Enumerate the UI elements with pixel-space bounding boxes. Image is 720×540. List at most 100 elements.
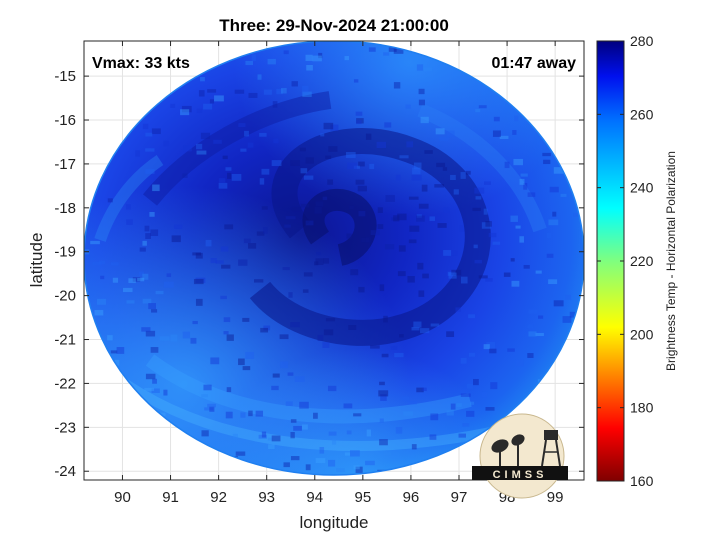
texture-cell — [379, 418, 384, 423]
texture-cell — [485, 221, 492, 227]
colorbar-tick-label: 240 — [630, 180, 654, 196]
texture-cell — [379, 439, 388, 446]
texture-cell — [365, 460, 375, 466]
texture-cell — [528, 309, 538, 314]
texture-cell — [488, 232, 497, 238]
texture-cell — [248, 243, 257, 249]
texture-cell — [473, 244, 478, 249]
texture-cell — [240, 148, 247, 152]
texture-cell — [442, 167, 448, 171]
texture-cell — [224, 224, 234, 230]
texture-cell — [215, 260, 224, 264]
texture-cell — [271, 435, 281, 442]
texture-cell — [259, 178, 265, 185]
texture-cell — [192, 252, 201, 256]
texture-cell — [271, 160, 282, 167]
texture-cell — [306, 64, 313, 71]
texture-cell — [316, 251, 322, 256]
texture-cell — [280, 87, 287, 94]
texture-cell — [205, 239, 212, 247]
texture-cell — [142, 123, 149, 130]
texture-cell — [276, 88, 284, 95]
texture-cell — [485, 407, 495, 411]
texture-cell — [220, 246, 229, 252]
texture-cell — [493, 116, 500, 122]
texture-cell — [450, 403, 456, 410]
texture-cell — [223, 317, 231, 323]
texture-cell — [411, 174, 422, 181]
texture-cell — [261, 431, 267, 438]
texture-cell — [468, 314, 476, 319]
texture-cell — [201, 430, 209, 437]
texture-cell — [243, 238, 251, 244]
texture-cell — [485, 278, 493, 282]
texture-cell — [303, 272, 313, 277]
texture-cell — [486, 341, 496, 349]
texture-cell — [142, 298, 152, 304]
texture-cell — [290, 431, 295, 439]
texture-cell — [142, 240, 147, 246]
texture-cell — [195, 252, 203, 259]
texture-cell — [96, 298, 106, 305]
colorbar-tick-label: 180 — [630, 400, 654, 416]
texture-cell — [170, 334, 178, 342]
texture-cell — [200, 132, 211, 140]
texture-cell — [330, 124, 339, 131]
texture-cell — [397, 213, 407, 221]
texture-cell — [365, 237, 372, 243]
texture-cell — [460, 357, 467, 364]
texture-cell — [416, 215, 425, 222]
texture-cell — [383, 315, 388, 323]
texture-cell — [193, 278, 204, 285]
vmax-annotation: Vmax: 33 kts — [92, 55, 190, 72]
texture-cell — [350, 269, 359, 276]
colorbar-tick-label: 200 — [630, 326, 654, 342]
texture-cell — [474, 187, 485, 194]
texture-cell — [107, 198, 113, 203]
texture-cell — [343, 403, 353, 409]
texture-cell — [510, 215, 518, 222]
texture-cell — [198, 90, 205, 97]
texture-cell — [213, 139, 222, 144]
texture-cell — [527, 192, 536, 197]
texture-cell — [123, 287, 133, 293]
texture-cell — [170, 103, 176, 108]
texture-cell — [443, 250, 452, 256]
texture-cell — [152, 184, 160, 192]
texture-cell — [221, 264, 231, 269]
texture-cell — [504, 161, 510, 169]
texture-cell — [460, 172, 466, 179]
texture-cell — [520, 173, 528, 177]
texture-cell — [196, 108, 203, 114]
texture-cell — [294, 376, 305, 382]
texture-cell — [290, 322, 300, 328]
texture-cell — [192, 320, 198, 325]
texture-cell — [263, 89, 272, 95]
texture-cell — [312, 55, 322, 62]
texture-cell — [328, 431, 337, 436]
texture-cell — [182, 173, 188, 178]
texture-cell — [355, 179, 365, 185]
texture-cell — [455, 307, 461, 312]
y-axis-label: latitude — [27, 233, 46, 288]
texture-cell — [290, 419, 297, 423]
texture-cell — [423, 67, 433, 72]
texture-cell — [180, 109, 190, 116]
texture-cell — [407, 401, 417, 405]
texture-cell — [565, 294, 572, 300]
texture-cell — [420, 328, 430, 334]
texture-cell — [322, 196, 328, 201]
texture-cell — [429, 434, 437, 440]
texture-cell — [209, 99, 214, 104]
chart-title: Three: 29-Nov-2024 21:00:00 — [219, 16, 449, 35]
y-axis-ticks: -15 -16 -17 -18 -19 -20 -21 -22 -23 -24 — [54, 68, 584, 480]
texture-cell — [209, 406, 215, 412]
texture-cell — [142, 273, 149, 280]
texture-cell — [560, 193, 567, 197]
texture-cell — [405, 104, 411, 109]
colorbar-tick-label: 160 — [630, 473, 654, 489]
texture-cell — [365, 133, 372, 140]
texture-cell — [381, 353, 389, 358]
texture-cell — [90, 240, 100, 245]
texture-cell — [204, 407, 214, 411]
